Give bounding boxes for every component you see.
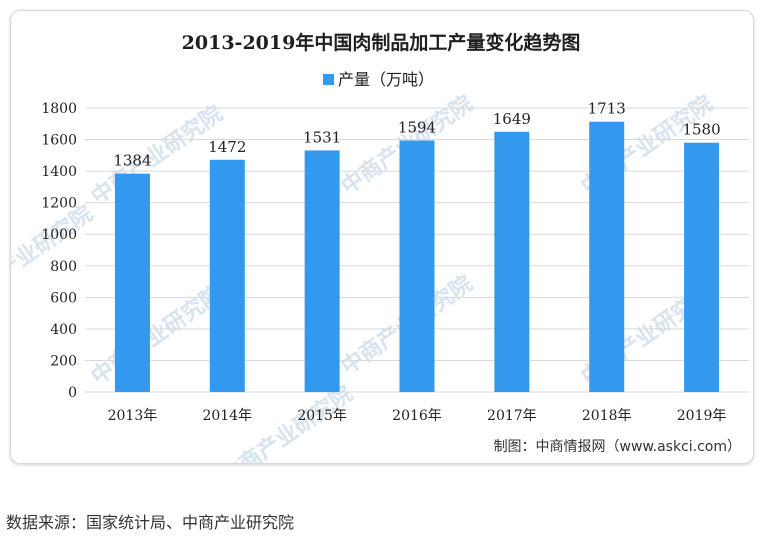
bar — [399, 140, 435, 392]
data-label: 1649 — [493, 110, 531, 128]
x-tick-label: 2013年 — [108, 408, 158, 424]
data-label: 1713 — [588, 100, 626, 118]
x-tick-label: 2014年 — [202, 408, 252, 424]
bars-group — [114, 121, 720, 392]
y-tick-label: 600 — [50, 290, 77, 306]
y-tick-label: 1800 — [41, 101, 77, 117]
y-tick-label: 400 — [50, 322, 77, 338]
bar — [589, 121, 625, 392]
data-label: 1580 — [682, 121, 720, 139]
y-tick-label: 0 — [68, 385, 77, 401]
chart-credit: 制图：中商情报网（www.askci.com） — [494, 439, 741, 455]
x-tick-label: 2019年 — [677, 408, 727, 424]
y-tick-label: 200 — [50, 353, 77, 369]
y-tick-label: 1000 — [41, 227, 77, 243]
y-tick-label: 1200 — [41, 196, 77, 212]
data-label: 1594 — [398, 119, 436, 137]
data-label: 1384 — [113, 152, 151, 170]
x-tick-label: 2018年 — [582, 408, 632, 424]
y-tick-label: 1400 — [41, 164, 77, 180]
bar — [209, 159, 245, 392]
x-tick-label: 2015年 — [297, 408, 347, 424]
y-tick-label: 800 — [50, 259, 77, 275]
data-label: 1531 — [303, 128, 341, 146]
legend-label: 产量（万吨） — [338, 70, 434, 89]
x-axis: 2013年 2014年 2015年 2016年 2017年 2018年 2019年 — [108, 408, 727, 424]
y-axis: 0 200 400 600 800 1000 1200 1400 1600 1800 — [41, 101, 77, 401]
x-tick-label: 2017年 — [487, 408, 537, 424]
data-label: 1472 — [208, 138, 246, 156]
watermark-text: 中商产业研究院 — [86, 100, 227, 210]
y-tick-label: 1600 — [41, 133, 77, 149]
source-note: 数据来源：国家统计局、中商产业研究院 — [6, 513, 295, 532]
legend-swatch — [323, 74, 334, 85]
bar — [494, 131, 530, 392]
x-tick-label: 2016年 — [392, 408, 442, 424]
chart-card: 中商产业研究院 中商产业研究院 中商产业研究院 中商产业研究院 中商产业研究院 中商产业研… — [10, 10, 754, 464]
bar — [684, 142, 720, 392]
bar — [114, 173, 150, 392]
chart-title: 2013-2019年中国肉制品加工产量变化趋势图 — [182, 31, 581, 54]
bar — [304, 150, 340, 392]
data-labels-group: 1384 1472 1531 1594 1649 1713 1580 — [113, 100, 720, 170]
